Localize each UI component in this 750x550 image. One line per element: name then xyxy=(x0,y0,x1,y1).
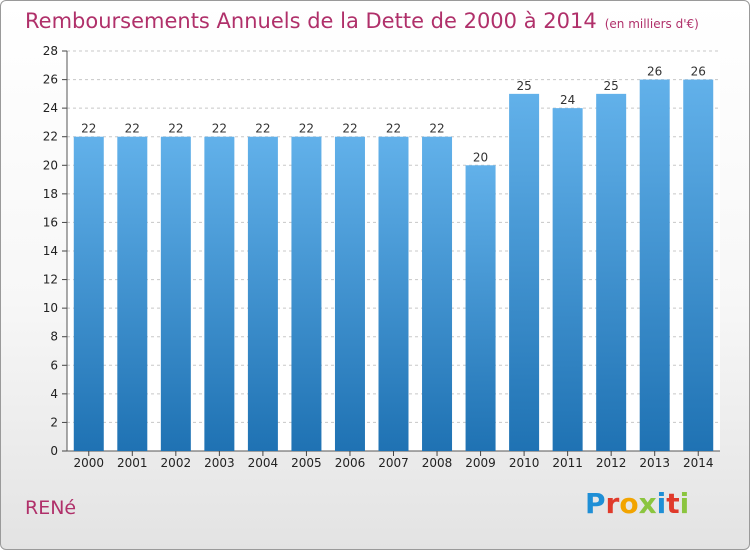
x-tick-label: 2004 xyxy=(248,456,279,470)
bar-value-label: 22 xyxy=(255,122,270,136)
x-tick-label: 2011 xyxy=(552,456,583,470)
bar-value-label: 25 xyxy=(604,79,619,93)
bar xyxy=(422,136,453,451)
logo-letter: o xyxy=(619,487,639,520)
x-tick-label: 2007 xyxy=(378,456,409,470)
y-tick-label: 18 xyxy=(43,187,58,201)
y-tick-label: 20 xyxy=(43,158,58,172)
bar-value-label: 22 xyxy=(125,122,140,136)
bar xyxy=(73,136,104,451)
x-tick-label: 2010 xyxy=(509,456,540,470)
x-tick-label: 2013 xyxy=(639,456,670,470)
y-tick-label: 10 xyxy=(43,301,58,315)
bar-value-label: 22 xyxy=(212,122,227,136)
bar xyxy=(291,136,322,451)
bar xyxy=(509,93,540,451)
logo-letter: x xyxy=(638,487,657,520)
proxiti-logo: Proxiti xyxy=(585,487,689,520)
x-tick-label: 2012 xyxy=(596,456,627,470)
y-tick-label: 0 xyxy=(50,444,58,458)
bar-value-label: 22 xyxy=(429,122,444,136)
y-tick-label: 6 xyxy=(50,358,58,372)
bar xyxy=(247,136,278,451)
bar xyxy=(552,108,583,452)
x-tick-label: 2003 xyxy=(204,456,235,470)
x-tick-label: 2014 xyxy=(683,456,714,470)
y-tick-label: 2 xyxy=(50,415,58,429)
bar-value-label: 22 xyxy=(81,122,96,136)
bar-value-label: 25 xyxy=(516,79,531,93)
chart-title: Remboursements Annuels de la Dette de 20… xyxy=(25,9,699,33)
bar xyxy=(596,93,627,451)
bar xyxy=(378,136,409,451)
bar-value-label: 26 xyxy=(691,65,706,79)
x-tick-label: 2002 xyxy=(161,456,192,470)
y-tick-label: 16 xyxy=(43,215,58,229)
x-tick-label: 2009 xyxy=(465,456,496,470)
bar-value-label: 26 xyxy=(647,65,662,79)
logo-letter: t xyxy=(666,487,680,520)
bar xyxy=(465,165,496,452)
y-tick-label: 26 xyxy=(43,73,58,87)
commune-name: RENé xyxy=(25,497,77,519)
y-tick-label: 12 xyxy=(43,273,58,287)
bar-value-label: 20 xyxy=(473,150,488,164)
logo-letter: r xyxy=(605,487,620,520)
y-tick-label: 22 xyxy=(43,130,58,144)
bar-value-label: 22 xyxy=(386,122,401,136)
bar xyxy=(683,79,714,452)
bar xyxy=(160,136,191,451)
bar xyxy=(334,136,365,451)
bar xyxy=(639,79,670,452)
bar-value-label: 24 xyxy=(560,93,575,107)
chart-title-text: Remboursements Annuels de la Dette de 20… xyxy=(25,9,597,33)
x-tick-label: 2005 xyxy=(291,456,322,470)
y-tick-label: 28 xyxy=(43,44,58,58)
bar-value-label: 22 xyxy=(342,122,357,136)
y-tick-label: 14 xyxy=(43,244,58,258)
logo-letter: i xyxy=(679,487,690,520)
unit-note: (en milliers d'€) xyxy=(604,17,699,31)
y-tick-label: 4 xyxy=(50,387,58,401)
x-tick-label: 2001 xyxy=(117,456,148,470)
x-tick-label: 2000 xyxy=(73,456,104,470)
bar xyxy=(204,136,235,451)
bar-value-label: 22 xyxy=(299,122,314,136)
x-tick-label: 2006 xyxy=(335,456,366,470)
logo-letter: i xyxy=(656,487,667,520)
y-tick-label: 24 xyxy=(43,101,58,115)
x-tick-label: 2008 xyxy=(422,456,453,470)
bar-value-label: 22 xyxy=(168,122,183,136)
bar xyxy=(117,136,148,451)
logo-letter: P xyxy=(585,487,606,520)
y-tick-label: 8 xyxy=(50,330,58,344)
